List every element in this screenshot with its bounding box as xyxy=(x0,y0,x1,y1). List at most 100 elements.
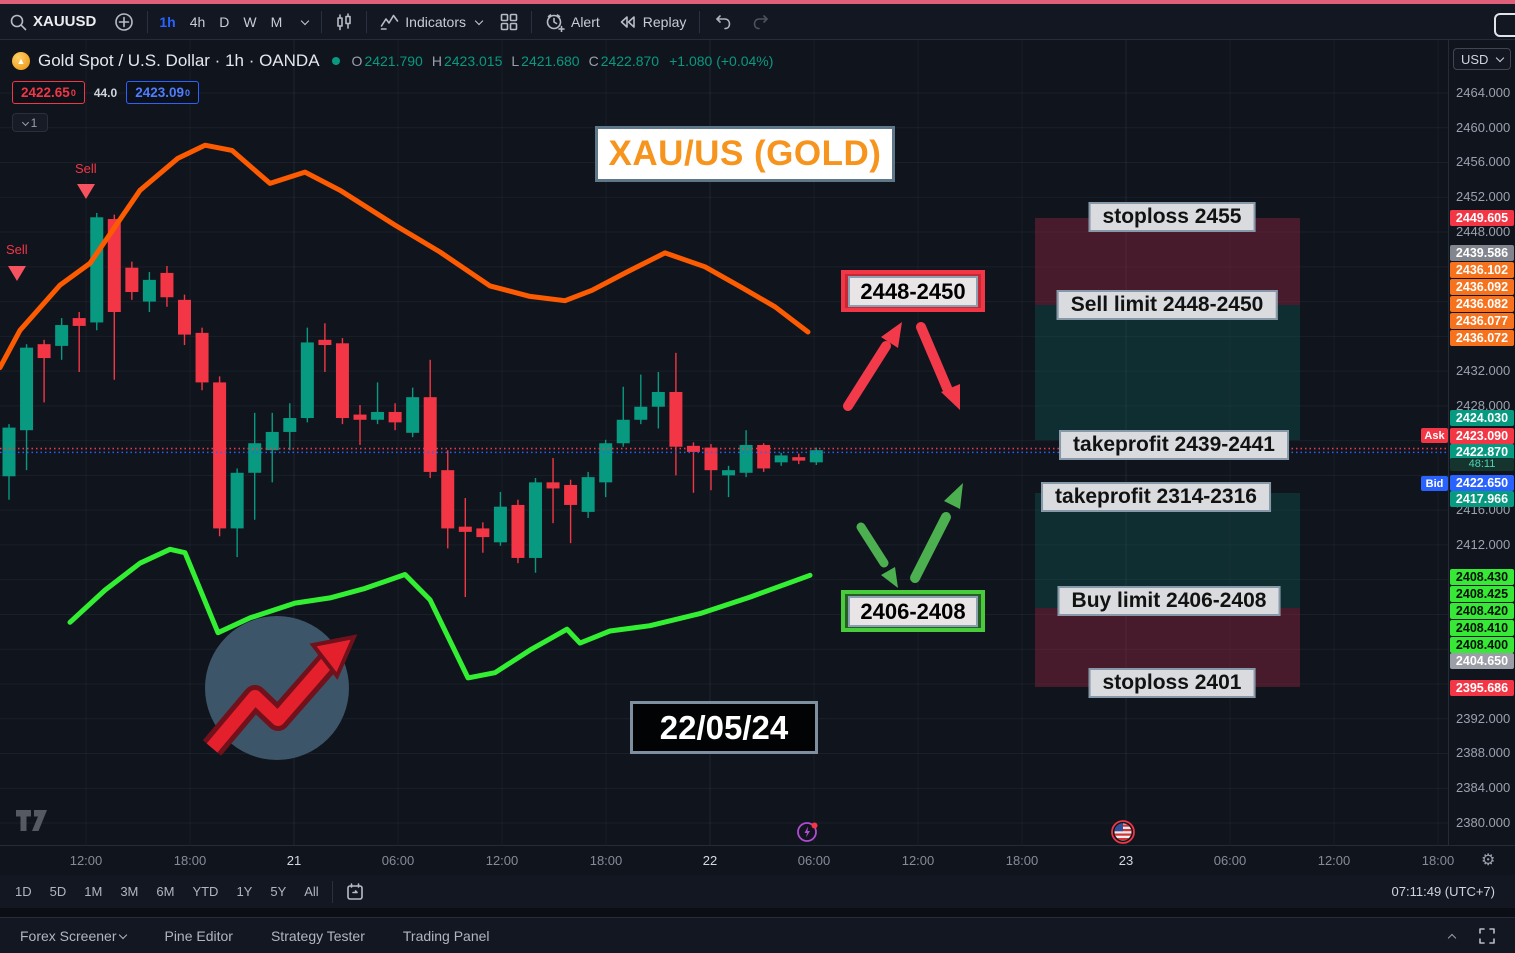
buy-button[interactable]: 2423.09 0 xyxy=(126,81,200,104)
currency-value: USD xyxy=(1461,51,1489,67)
price-badge: 2436.072 xyxy=(1450,330,1514,346)
price-badge: 2439.586 xyxy=(1450,245,1514,261)
clock-timezone[interactable]: 07:11:49 (UTC+7) xyxy=(1391,884,1495,899)
currency-dropdown[interactable]: USD xyxy=(1453,48,1511,70)
symbol-title[interactable]: Gold Spot / U.S. Dollar · 1h · OANDA xyxy=(38,51,320,70)
toolbar-divider xyxy=(321,10,323,33)
price-badge: 2449.605 xyxy=(1450,210,1514,226)
panel-expand-icon[interactable] xyxy=(1447,933,1457,942)
price-tick: 2456.000 xyxy=(1456,154,1511,169)
buy-zone-price-box[interactable]: 2406-2408 xyxy=(841,590,985,632)
price-badge: 2408.400 xyxy=(1450,637,1514,653)
takeprofit-2-label[interactable]: takeprofit 2314-2316 xyxy=(1041,482,1271,512)
time-label: 18:00 xyxy=(1421,853,1455,868)
price-axis[interactable]: USD 2464.000 2460.000 2456.000 2452.000 2448… xyxy=(1448,40,1515,845)
timeframe-4h[interactable]: 4h xyxy=(189,13,206,30)
layout-templates-button[interactable] xyxy=(491,8,527,36)
toolbar-divider xyxy=(147,10,149,33)
alert-button[interactable]: Alert xyxy=(536,8,609,36)
indicators-button[interactable]: Indicators xyxy=(371,8,491,36)
ask-chip: Ask xyxy=(1421,428,1448,443)
tradingview-logo[interactable] xyxy=(16,810,50,832)
date-annotation[interactable]: 22/05/24 xyxy=(630,701,818,754)
chart-title-annotation[interactable]: XAU/US (GOLD) xyxy=(595,126,895,182)
add-symbol-button[interactable] xyxy=(105,8,143,36)
us-economic-event-icon[interactable] xyxy=(1111,820,1135,844)
stoploss-bottom-label[interactable]: stoploss 2401 xyxy=(1088,668,1256,698)
redo-button[interactable] xyxy=(742,8,780,36)
range-6m[interactable]: 6M xyxy=(156,884,175,899)
fullscreen-icon[interactable] xyxy=(1479,927,1495,944)
search-icon xyxy=(10,14,27,30)
time-label: 12:00 xyxy=(69,853,103,868)
bid-chip: Bid xyxy=(1421,476,1448,491)
economic-event-lightning-icon[interactable] xyxy=(796,820,820,844)
tab-forex-screener[interactable]: Forex Screener xyxy=(20,928,128,944)
time-label: 06:00 xyxy=(797,853,831,868)
range-1m[interactable]: 1M xyxy=(84,884,103,899)
buy-price: 2423.09 xyxy=(135,85,184,100)
timeframe-menu-button[interactable] xyxy=(289,8,317,36)
ohlc-item: H 2423.015 xyxy=(431,53,503,69)
chart-style-button[interactable] xyxy=(326,8,362,36)
chevron-down-icon xyxy=(301,16,310,25)
grid-layout-icon xyxy=(500,13,518,30)
tab-pine-editor[interactable]: Pine Editor xyxy=(164,927,233,944)
ma-line-green xyxy=(67,546,813,681)
range-1d[interactable]: 1D xyxy=(15,884,32,899)
calendar-icon xyxy=(346,882,363,900)
price-badge: 2436.077 xyxy=(1450,313,1514,329)
indicator-count: 1 xyxy=(30,115,38,130)
sell-limit-label[interactable]: Sell limit 2448-2450 xyxy=(1056,290,1278,320)
time-label: 12:00 xyxy=(485,853,519,868)
stoploss-top-label[interactable]: stoploss 2455 xyxy=(1088,202,1256,232)
range-ytd[interactable]: YTD xyxy=(192,884,219,899)
timeframe-D[interactable]: D xyxy=(219,13,230,30)
undo-button[interactable] xyxy=(704,8,742,36)
price-tick: 2464.000 xyxy=(1456,85,1511,100)
axis-settings-gear-icon[interactable]: ⚙ xyxy=(1481,852,1496,869)
sell-signal-triangle-icon xyxy=(77,184,95,199)
sell-button[interactable]: 2422.65 0 xyxy=(12,81,85,104)
price-badge: 2417.966 xyxy=(1450,491,1514,507)
screenshot-button[interactable] xyxy=(1494,13,1515,37)
range-5y[interactable]: 5Y xyxy=(270,884,287,899)
alert-label: Alert xyxy=(570,13,600,30)
range-3m[interactable]: 3M xyxy=(120,884,139,899)
range-1y[interactable]: 1Y xyxy=(236,884,253,899)
price-tick: 2388.000 xyxy=(1456,745,1511,760)
symbol-search-button[interactable]: XAUUSD xyxy=(0,8,105,36)
time-label: 21 xyxy=(286,853,302,868)
price-change: +1.080 (+0.04%) xyxy=(669,53,774,69)
channel-logo-watermark xyxy=(202,616,358,760)
tab-trading-panel[interactable]: Trading Panel xyxy=(402,927,490,944)
timeframe-M[interactable]: M xyxy=(270,13,283,30)
timeframe-1h[interactable]: 1h xyxy=(159,13,176,30)
range-all[interactable]: All xyxy=(304,884,319,899)
panel-tab-group: Forex Screener Pine Editor Strategy Tester… xyxy=(20,928,490,944)
price-badge: 2422.650 xyxy=(1450,475,1514,491)
bottom-panel: Forex Screener Pine Editor Strategy Tester… xyxy=(0,917,1515,953)
takeprofit-1-label[interactable]: takeprofit 2439-2441 xyxy=(1059,430,1289,460)
chevron-down-icon xyxy=(474,16,484,25)
price-tick: 2384.000 xyxy=(1456,780,1511,795)
price-badge: 2408.430 xyxy=(1450,569,1514,585)
timeframe-W[interactable]: W xyxy=(243,13,257,30)
time-axis[interactable]: ⚙ 12:00 18:00 21 06:00 12:00 18:00 22 06:00 12:0… xyxy=(0,845,1515,875)
tab-strategy-tester[interactable]: Strategy Tester xyxy=(270,927,365,944)
chevron-down-icon xyxy=(21,118,29,127)
range-group: 1D 5D 1M 3M 6M YTD 1Y 5Y All xyxy=(6,880,328,904)
time-label: 18:00 xyxy=(1005,853,1039,868)
sell-price: 2422.65 xyxy=(21,85,70,100)
time-label: 06:00 xyxy=(1213,853,1247,868)
sell-zone-price-box[interactable]: 2448-2450 xyxy=(841,270,985,312)
legend-collapse-button[interactable]: 1 xyxy=(12,113,48,132)
buy-limit-label[interactable]: Buy limit 2406-2408 xyxy=(1057,586,1281,616)
go-to-date-button[interactable] xyxy=(337,880,373,904)
replay-button[interactable]: Replay xyxy=(609,8,696,36)
ohlc-item: O 2421.790 xyxy=(351,53,423,69)
range-5d[interactable]: 5D xyxy=(49,884,67,899)
sell-signal-label: Sell xyxy=(75,161,97,176)
annotation-arrows[interactable] xyxy=(843,322,963,588)
panel-separator xyxy=(0,909,1515,917)
